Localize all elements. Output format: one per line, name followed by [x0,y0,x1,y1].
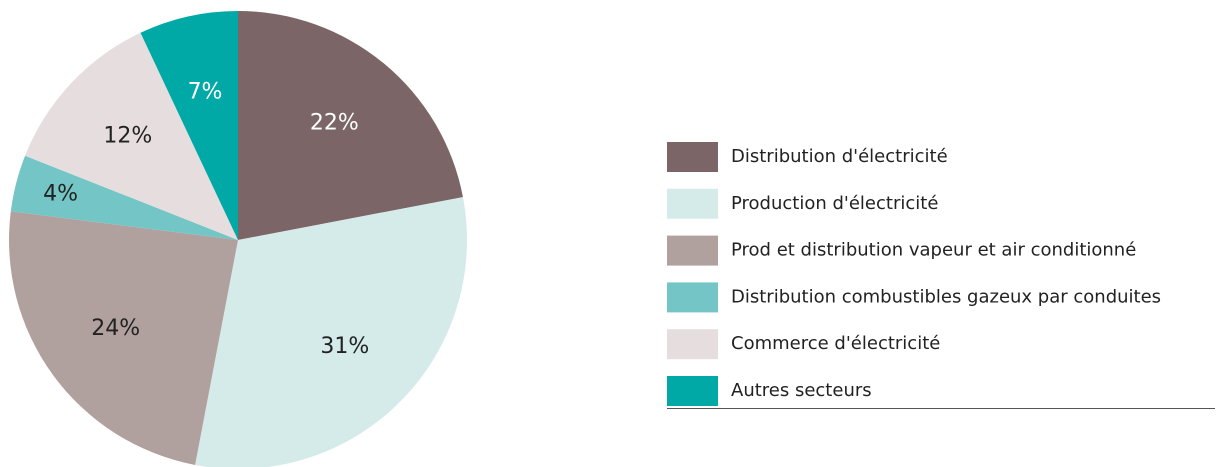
legend-swatch [667,188,718,219]
slice-label: 12% [103,124,152,149]
legend-label: Prod et distribution vapeur et air condi… [731,240,1136,261]
legend-swatch [667,376,718,406]
legend-label: Commerce d'électricité [731,333,940,354]
slice-label: 7% [188,79,223,104]
pie-slice [10,155,238,240]
slice-label: 24% [91,316,140,341]
pie-slice [25,32,239,241]
legend-swatch [667,282,718,313]
legend-swatch [667,235,718,266]
legend-label: Distribution combustibles gazeux par con… [731,286,1161,307]
pie-slice [8,211,238,465]
legend-swatch [667,142,718,172]
legend-label: Distribution d'électricité [731,146,948,167]
slice-label: 31% [320,334,369,359]
slice-label: 22% [310,111,359,136]
legend-label: Production d'électricité [731,193,938,214]
legend-label: Autres secteurs [731,380,872,401]
pie-slice [140,10,238,240]
legend-swatch [667,329,718,360]
pie-slice [238,11,463,240]
slice-label: 4% [43,181,78,206]
pie-slice [195,197,467,467]
